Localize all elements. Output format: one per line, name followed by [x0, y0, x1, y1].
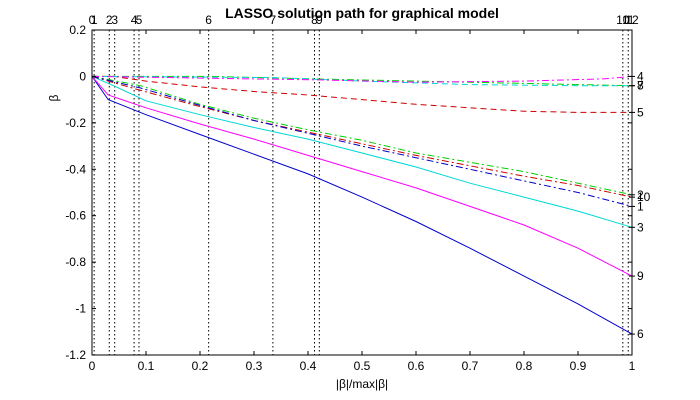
x-tick-label: 0.9 [570, 359, 587, 373]
y-tick-label: -0.6 [65, 209, 86, 223]
x-tick-label: 0 [89, 359, 96, 373]
series-end-label-9: 9 [637, 269, 644, 283]
series-line-6 [91, 76, 633, 335]
plot-frame [91, 29, 633, 356]
y-tick-label: -0.4 [65, 162, 86, 176]
series-line-1 [91, 75, 633, 207]
x-tick-label: 0.3 [246, 359, 263, 373]
y-tick-label: -0.8 [65, 255, 86, 269]
series-line-4 [91, 75, 633, 83]
series-end-label-10: 10 [637, 190, 651, 204]
step-label-11: 11 [622, 13, 635, 27]
x-axis-label: |β|/max|β| [336, 377, 388, 391]
step-label-3: 3 [111, 13, 118, 27]
series-line-7 [92, 75, 633, 87]
y-tick-label: 0 [79, 69, 86, 83]
step-label-6: 6 [205, 13, 212, 27]
series-end-label-5: 5 [637, 105, 644, 119]
series-line-8 [91, 75, 632, 87]
y-tick-label: -0.2 [65, 116, 86, 130]
x-tick-label: 0.4 [300, 359, 317, 373]
series-line-5 [92, 75, 632, 113]
axes-layer: 0 0.1 0.2 0.3 0.4 0.5 0.6 0.7 0.8 0.9 1 0.2 0 -0.2 -0.… [65, 23, 635, 373]
step-label-1: 1 [91, 13, 98, 27]
series-line-10 [91, 75, 633, 198]
step-label-2: 2 [106, 13, 113, 27]
y-axis-label: β [47, 94, 61, 101]
step-label-8: 8 [311, 13, 318, 27]
x-tick-label: 0.8 [516, 359, 533, 373]
chart-title: LASSO solution path for graphical model [225, 5, 499, 21]
y-tick-label: -1.2 [65, 348, 86, 362]
x-tick-label: 0.6 [408, 359, 425, 373]
x-tick-label: 0.5 [354, 359, 371, 373]
step-label-9: 9 [316, 13, 323, 27]
series-line-3 [91, 75, 633, 228]
series-end-label-6: 6 [637, 327, 644, 341]
series-line-2 [91, 75, 633, 196]
series-end-label-7: 7 [637, 79, 644, 93]
x-tick-label: 0.2 [192, 359, 209, 373]
step-label-12: 12 [625, 13, 639, 27]
series-end-label-4: 4 [637, 69, 644, 83]
step-label-7: 7 [270, 13, 277, 27]
step-label-4: 4 [131, 13, 138, 27]
x-tick-label: 0.7 [462, 359, 479, 373]
series-end-label-1: 1 [637, 199, 644, 213]
step-label-10: 10 [616, 13, 630, 27]
series-line-9 [91, 76, 633, 277]
y-tick-label: -1 [75, 302, 86, 316]
series-end-label-2: 2 [637, 188, 644, 202]
series-end-label-3: 3 [637, 220, 644, 234]
series-end-label-8: 8 [637, 79, 644, 93]
x-tick-label: 1 [629, 359, 636, 373]
step-label-5: 5 [136, 13, 143, 27]
step-label-0: 0 [89, 13, 96, 27]
x-tick-label: 0.1 [138, 359, 155, 373]
y-tick-label: 0.2 [69, 23, 86, 37]
